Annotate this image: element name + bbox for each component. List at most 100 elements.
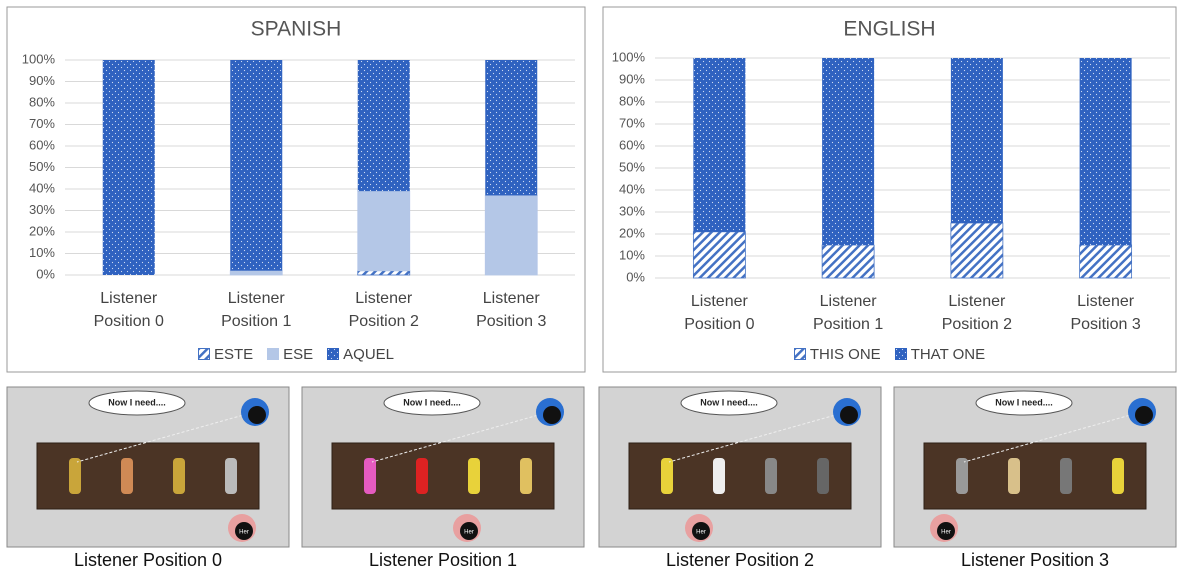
bubble-text: Now I need....	[108, 397, 166, 407]
y-tick-label: 50%	[619, 159, 645, 174]
pointing-ray	[76, 413, 248, 463]
object	[817, 458, 829, 494]
object	[225, 458, 237, 494]
y-tick-label: 40%	[29, 180, 55, 195]
pointing-ray	[963, 413, 1135, 463]
bar-segment	[102, 60, 155, 275]
y-tick-label: 90%	[619, 71, 645, 86]
legend-swatch	[793, 348, 806, 360]
speech-bubble	[975, 390, 1073, 416]
legend-label: AQUEL	[343, 345, 395, 363]
bar-segment	[693, 58, 746, 232]
speech-bubble	[680, 390, 778, 416]
speech-bubble	[383, 390, 481, 416]
bar-segment	[357, 190, 411, 272]
legend-item: THAT ONE	[894, 345, 986, 363]
bar-segment	[1079, 58, 1132, 245]
panel-caption: Listener Position 1	[369, 550, 517, 570]
chart-title: SPANISH	[251, 18, 342, 41]
object	[661, 458, 673, 494]
bar-segment	[229, 270, 283, 276]
listener-label: Her	[696, 530, 706, 536]
y-tick-label: 100%	[22, 51, 56, 66]
chart-title: ENGLISH	[843, 18, 935, 41]
y-tick-label: 20%	[29, 223, 55, 238]
y-tick-label: 30%	[619, 203, 645, 218]
x-tick-label: Listener Position 0	[93, 290, 164, 330]
legend-swatch	[267, 348, 280, 360]
listener-face	[235, 522, 253, 540]
pointing-ray	[371, 413, 543, 463]
speaker-face	[840, 406, 858, 424]
bar-segment	[692, 231, 746, 279]
y-tick-label: 60%	[619, 137, 645, 152]
x-tick-label: Listener Position 2	[941, 293, 1012, 333]
listener-face	[460, 522, 478, 540]
object	[1060, 458, 1072, 494]
y-tick-label: 90%	[29, 73, 55, 88]
bubble-text: Now I need....	[403, 397, 461, 407]
object	[1112, 458, 1124, 494]
y-tick-label: 70%	[619, 115, 645, 130]
legend-item: AQUEL	[327, 346, 394, 363]
bar-segment	[230, 60, 283, 271]
y-tick-label: 100%	[612, 49, 646, 64]
object	[468, 458, 480, 494]
y-tick-label: 10%	[619, 247, 645, 262]
listener-label: Her	[464, 530, 474, 536]
y-tick-label: 60%	[29, 137, 55, 152]
bar-segment	[1079, 244, 1133, 279]
bar-segment	[485, 60, 538, 196]
y-tick-label: 50%	[29, 159, 55, 174]
x-tick-label: Listener Position 3	[1070, 293, 1141, 333]
speaker-face	[543, 406, 561, 424]
legend-swatch	[327, 348, 340, 360]
object	[416, 458, 428, 494]
y-tick-label: 20%	[619, 225, 645, 240]
y-tick-label: 10%	[29, 245, 55, 260]
speaker-face	[1135, 406, 1153, 424]
x-tick-label: Listener Position 1	[221, 290, 292, 330]
object	[364, 458, 376, 494]
object	[956, 458, 968, 494]
speaker-face	[248, 406, 266, 424]
object	[121, 458, 133, 494]
legend-item: THIS ONE	[793, 345, 881, 363]
panel-caption: Listener Position 2	[666, 550, 814, 570]
object	[1008, 458, 1020, 494]
x-tick-label: Listener Position 1	[812, 293, 884, 333]
y-tick-label: 0%	[626, 269, 645, 284]
listener-face	[937, 522, 955, 540]
object	[69, 458, 81, 494]
bar-segment	[950, 58, 1003, 223]
bar-segment	[822, 58, 875, 245]
legend: ESTE ESE AQUEL	[7, 343, 585, 365]
y-tick-label: 40%	[619, 181, 645, 196]
object	[173, 458, 185, 494]
bubble-text: Now I need....	[700, 397, 758, 407]
panel-caption: Listener Position 3	[961, 550, 1109, 570]
pointing-ray	[668, 413, 840, 463]
listener-label: Her	[239, 530, 249, 536]
bar-segment	[484, 195, 538, 276]
legend-label: THIS ONE	[809, 345, 881, 363]
listener-label: Her	[941, 530, 951, 536]
legend-label: ESE	[283, 345, 314, 363]
y-tick-label: 70%	[29, 116, 55, 131]
y-tick-label: 80%	[29, 94, 55, 109]
legend-label: THAT ONE	[910, 345, 986, 363]
object	[520, 458, 532, 494]
listener-face	[692, 522, 710, 540]
legend-item: ESE	[267, 346, 313, 363]
x-tick-label: Listener Position 3	[476, 290, 547, 330]
y-tick-label: 0%	[36, 266, 55, 281]
legend-label: ESTE	[213, 345, 254, 363]
y-tick-label: 30%	[29, 202, 55, 217]
bar-segment	[357, 60, 410, 192]
legend-swatch	[197, 348, 210, 360]
bar-segment	[821, 244, 875, 279]
x-tick-label: Listener Position 0	[684, 293, 755, 333]
panel-caption: Listener Position 0	[74, 550, 222, 570]
legend-item: ESTE	[197, 345, 254, 363]
